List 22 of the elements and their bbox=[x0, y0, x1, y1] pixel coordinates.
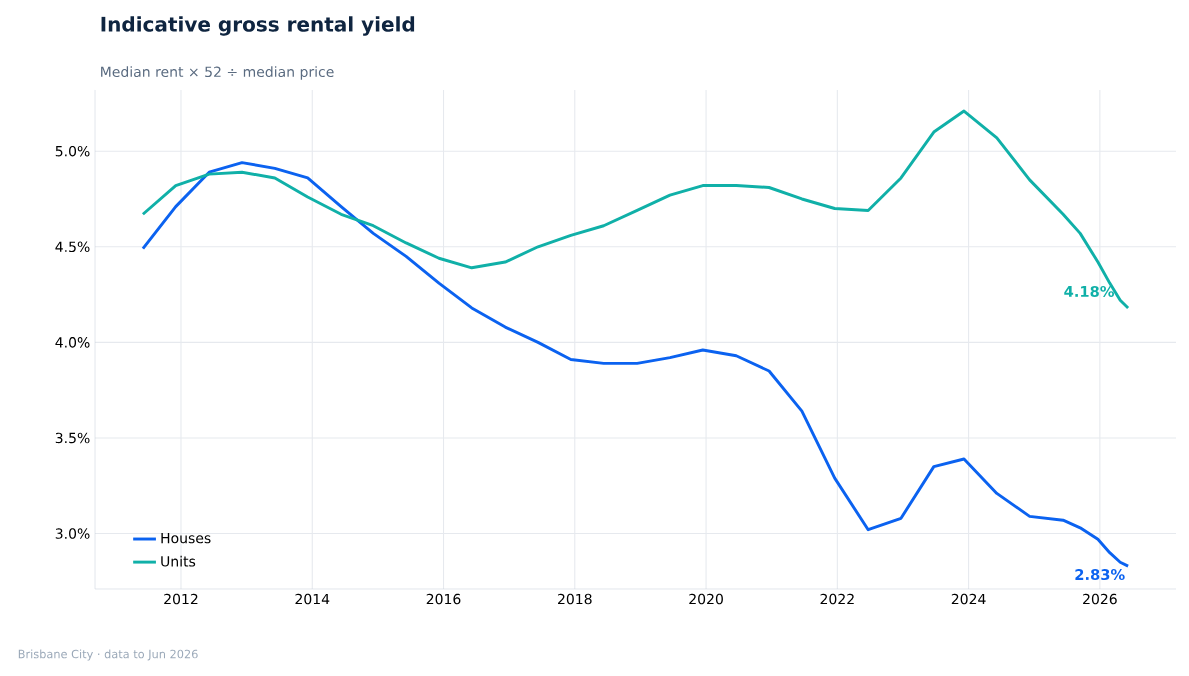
y-tick-label: 4.0% bbox=[55, 337, 90, 348]
x-tick-label: 2012 bbox=[164, 593, 198, 605]
x-tick-label: 2014 bbox=[295, 593, 330, 605]
chart-title: Indicative gross rental yield bbox=[101, 16, 415, 36]
y-tick-label: 4.5% bbox=[55, 241, 90, 253]
legend-label: Houses bbox=[161, 532, 211, 544]
line-series bbox=[141, 161, 1130, 568]
x-tick-label: 2020 bbox=[689, 593, 723, 605]
x-tick-label: 2024 bbox=[951, 593, 986, 605]
line-series bbox=[141, 109, 1130, 310]
data-label: 4.18% bbox=[1064, 285, 1115, 298]
y-tick-label: 3.0% bbox=[55, 528, 90, 539]
x-tick-label: 2026 bbox=[1083, 593, 1117, 605]
y-tick-label: 5.0% bbox=[55, 145, 90, 157]
x-tick-label: 2018 bbox=[558, 593, 592, 605]
legend-label: Units bbox=[161, 555, 196, 567]
y-tick-label: 3.5% bbox=[55, 432, 90, 444]
x-tick-label: 2022 bbox=[820, 593, 854, 605]
text: Brisbane City · data to Jun 2026 bbox=[18, 649, 198, 661]
data-label: 2.83% bbox=[1075, 569, 1125, 581]
x-tick-label: 2016 bbox=[426, 593, 461, 605]
chart-subtitle: Median rent × 52 ÷ median price bbox=[101, 66, 334, 80]
